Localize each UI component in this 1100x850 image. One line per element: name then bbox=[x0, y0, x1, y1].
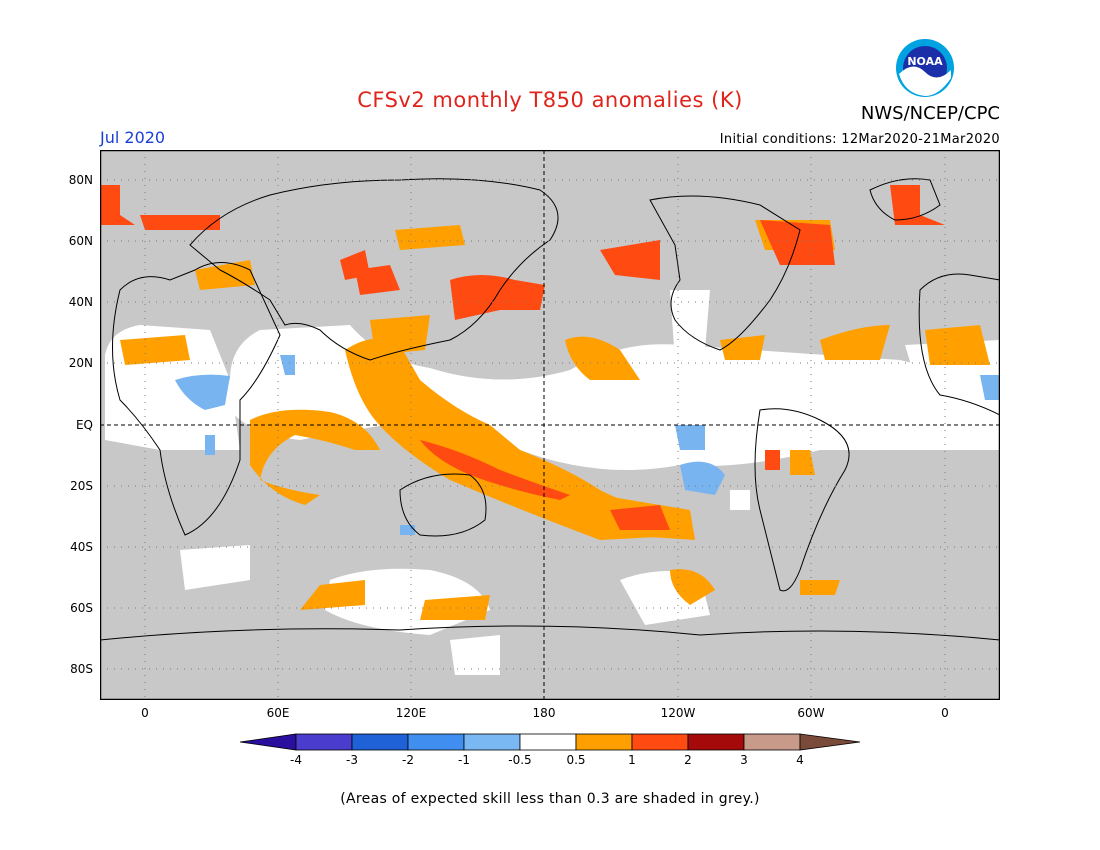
map-title: CFSv2 monthly T850 anomalies (K) bbox=[357, 88, 743, 112]
lat-label-80n: 80N bbox=[68, 173, 93, 187]
lon-label-60e: 60E bbox=[266, 706, 290, 720]
colorbar-arrow-low bbox=[239, 733, 297, 751]
colorbar-bin-5 bbox=[519, 733, 577, 751]
lon-label-120w: 120W bbox=[660, 706, 696, 720]
colorbar-label-minus4: -4 bbox=[290, 753, 302, 767]
lat-label-40n: 40N bbox=[68, 295, 93, 309]
initial-conditions: Initial conditions: 12Mar2020-21Mar2020 bbox=[719, 132, 1000, 147]
colorbar-bin-6 bbox=[575, 733, 633, 751]
lon-label-60w: 60W bbox=[797, 706, 825, 720]
colorbar-label-2: 2 bbox=[684, 753, 692, 767]
lon-label-120e: 120E bbox=[395, 706, 427, 720]
colorbar-arrow-high bbox=[799, 733, 861, 751]
forecast-month: Jul 2020 bbox=[100, 128, 166, 147]
coastlines bbox=[100, 178, 1000, 641]
colorbar-label-1: 1 bbox=[628, 753, 636, 767]
colorbar-label-minus3: -3 bbox=[346, 753, 358, 767]
colorbar-bin-7 bbox=[631, 733, 689, 751]
org-label: NWS/NCEP/CPC bbox=[860, 103, 1000, 124]
anomaly-map bbox=[100, 150, 1000, 700]
colorbar-bin-9 bbox=[743, 733, 801, 751]
colorbar-label-0-5: 0.5 bbox=[566, 753, 586, 767]
colorbar-bin-4 bbox=[463, 733, 521, 751]
lat-label-80s: 80S bbox=[70, 662, 93, 676]
colorbar-bin-3 bbox=[407, 733, 465, 751]
colorbar-label-4: 4 bbox=[796, 753, 804, 767]
colorbar bbox=[239, 733, 861, 751]
lon-label-0-east: 0 bbox=[941, 706, 949, 720]
colorbar-label-3: 3 bbox=[740, 753, 748, 767]
lat-label-20n: 20N bbox=[68, 356, 93, 370]
colorbar-bin-8 bbox=[687, 733, 745, 751]
colorbar-label-minus2: -2 bbox=[402, 753, 414, 767]
graticule bbox=[100, 150, 1000, 700]
colorbar-label-minus1: -1 bbox=[458, 753, 470, 767]
lat-label-60n: 60N bbox=[68, 234, 93, 248]
light-blue-anomalies bbox=[175, 355, 1000, 535]
lon-label-180: 180 bbox=[532, 706, 556, 720]
skill-note: (Areas of expected skill less than 0.3 a… bbox=[340, 791, 760, 807]
lon-label-0: 0 bbox=[141, 706, 149, 720]
svg-text:NOAA: NOAA bbox=[907, 55, 943, 68]
colorbar-label-minus0-5: -0.5 bbox=[508, 753, 532, 767]
colorbar-bin-1 bbox=[295, 733, 353, 751]
lat-label-20s: 20S bbox=[70, 479, 93, 493]
noaa-logo: NOAA bbox=[895, 38, 955, 98]
map-frame bbox=[100, 150, 1000, 700]
lat-label-40s: 40S bbox=[70, 540, 93, 554]
lat-label-60s: 60S bbox=[70, 601, 93, 615]
lat-label-eq: EQ bbox=[75, 418, 93, 432]
red-orange-anomalies bbox=[100, 185, 945, 530]
colorbar-bin-2 bbox=[351, 733, 409, 751]
